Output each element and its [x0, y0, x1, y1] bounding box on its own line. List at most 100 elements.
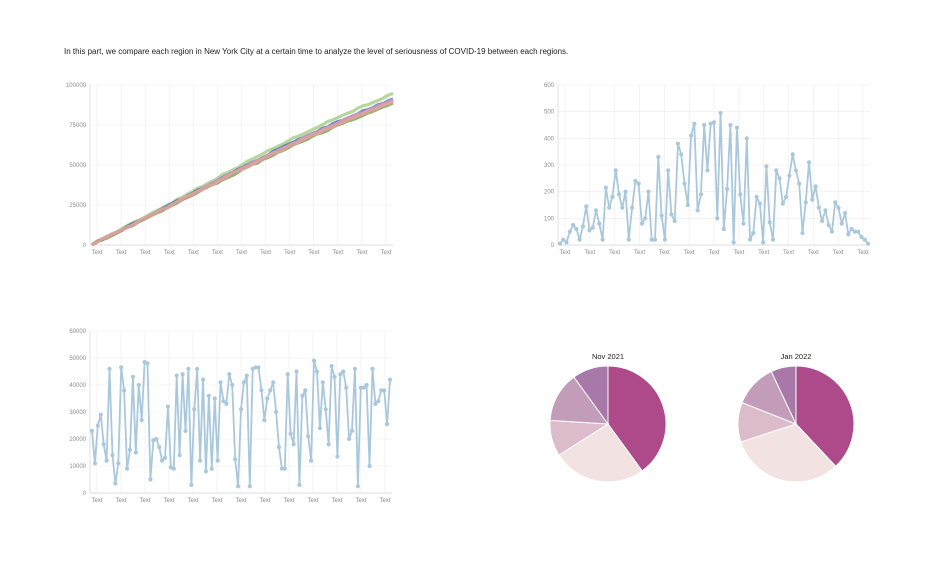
chart2-data-point	[702, 122, 707, 128]
chart2-y-tick-label: 500	[544, 110, 555, 116]
chart2-data-point	[751, 230, 756, 236]
chart1-x-tick-label: Text	[140, 250, 151, 256]
intro-text: In this part, we compare each region in …	[64, 47, 569, 56]
chart3-data-point	[195, 366, 200, 371]
chart2-data-point	[816, 205, 821, 210]
chart2-data-point	[705, 168, 710, 173]
chart2-data-point	[564, 240, 569, 245]
chart2-data-point	[829, 229, 835, 234]
chart3-data-point	[273, 409, 279, 415]
chart2-data-point	[656, 154, 661, 160]
chart3-data-point	[256, 365, 261, 370]
chart2-data-point	[623, 189, 628, 194]
chart3-data-point	[157, 445, 162, 450]
chart3-data-point	[285, 372, 290, 377]
chart3-data-point	[139, 418, 144, 423]
chart5-title: Jan 2022	[781, 352, 812, 361]
chart3-data-point	[361, 385, 366, 390]
chart2-data-point	[770, 237, 776, 242]
chart3-data-point	[311, 358, 317, 363]
chart2-x-tick-label: Text	[634, 250, 645, 256]
chart3-data-point	[145, 361, 150, 366]
chart3-data-point	[364, 382, 369, 388]
chart2-data-point	[577, 237, 582, 242]
chart3-data-point	[241, 380, 247, 385]
chart3-data-point	[376, 399, 381, 404]
chart3-data-point	[113, 481, 118, 486]
chart4-slice	[558, 423, 643, 483]
chart3-data-point	[136, 382, 141, 388]
chart3-data-point	[212, 396, 217, 401]
chart2-data-point	[826, 222, 831, 228]
chart3-data-point	[326, 442, 331, 447]
chart2-x-tick-label: Text	[559, 250, 570, 256]
chart3-data-point	[203, 469, 209, 474]
chart2-data-point	[806, 160, 812, 165]
chart1-y-tick-label: 0	[83, 243, 87, 249]
chart2-x-tick-label: Text	[708, 250, 719, 256]
chart1-y-tick-label: 50000	[69, 163, 86, 169]
chart2-x-tick-label: Text	[659, 250, 670, 256]
chart3-data-point	[244, 373, 249, 378]
chart2-x-tick-label: Text	[758, 250, 769, 256]
chart5-slice	[770, 365, 797, 425]
chart3-data-point	[262, 418, 267, 423]
chart3-y-tick-label: 20000	[69, 437, 86, 443]
chart2-data-point	[715, 216, 720, 221]
chart3-data-point	[197, 458, 203, 463]
chart2-data-point	[584, 204, 589, 209]
chart3-data-point	[370, 366, 375, 371]
chart3-data-point	[206, 393, 211, 398]
chart2-data-point	[764, 164, 769, 169]
chart2-data-point	[734, 125, 740, 130]
chart3-data-point	[317, 426, 322, 431]
chart3-data-point	[119, 365, 124, 370]
chart3-data-point	[130, 374, 136, 379]
chart3-y-tick-label: 60000	[69, 329, 86, 335]
chart3-data-point	[344, 385, 349, 390]
chart2-y-tick-label: 100	[544, 216, 555, 222]
chart2-data-point	[849, 226, 854, 232]
chart3-x-tick-label: Text	[115, 498, 126, 504]
chart3-y-tick-label: 0	[83, 491, 87, 497]
chart2-data-point	[718, 110, 723, 116]
chart3-data-point	[332, 374, 337, 379]
chart2-data-point	[767, 220, 772, 225]
chart3-data-point	[177, 453, 182, 458]
chart3-data-point	[92, 461, 98, 466]
chart2-data-point	[839, 221, 844, 226]
chart4-slice	[573, 365, 609, 426]
chart3-data-point	[265, 396, 270, 401]
chart3-data-point	[192, 407, 197, 412]
chart3-y-tick-label: 40000	[69, 383, 86, 389]
chart3-data-point	[162, 455, 168, 460]
chart2-data-point	[731, 240, 736, 245]
chart2-data-point	[571, 222, 576, 228]
chart2-data-point	[865, 241, 871, 246]
chart3-data-point	[186, 366, 191, 371]
chart3-data-point	[116, 461, 121, 466]
chart3-x-tick-label: Text	[139, 498, 150, 504]
chart2-data-point	[754, 194, 759, 200]
chart2-y-tick-label: 300	[544, 163, 555, 169]
chart2-data-point	[803, 200, 808, 205]
chart3-data-point	[107, 366, 112, 371]
chart2-data-point	[787, 173, 792, 178]
chart3-data-point	[160, 458, 165, 463]
chart2-data-point	[652, 237, 658, 242]
chart2-y-tick-label: 400	[544, 136, 555, 142]
chart3-data-point	[379, 388, 384, 393]
chart2-data-point	[590, 225, 595, 230]
chart3-data-point	[358, 385, 363, 390]
chart3-data-point	[291, 442, 296, 447]
chart2-data-point	[711, 120, 717, 125]
chart3-data-point	[127, 447, 133, 452]
chart2-data-point	[842, 210, 848, 216]
chart3-data-point	[218, 380, 223, 385]
chart2-data-point	[636, 181, 641, 186]
chart3-data-point	[200, 377, 206, 382]
chart3-data-point	[259, 388, 264, 393]
chart2-data-point	[610, 194, 615, 200]
chart3-data-point	[323, 407, 328, 412]
chart3-data-point	[341, 369, 346, 374]
